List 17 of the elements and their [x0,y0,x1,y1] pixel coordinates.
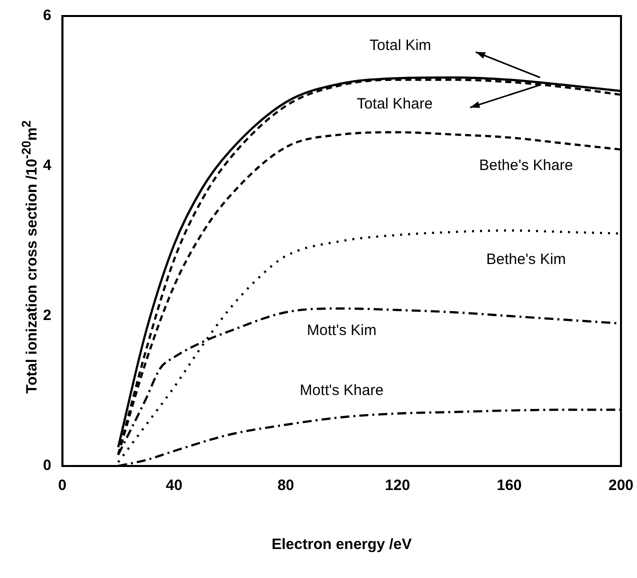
series-label: Total Kim [369,37,432,54]
x-tick-label: 0 [58,477,67,494]
series-label: Bethe's Kim [486,250,566,268]
x-axis-title: Electron energy /eV [272,536,412,554]
series-label: Bethe's Khare [479,157,573,174]
series-label: Mott's Khare [300,382,384,400]
x-tick-label: 120 [385,477,410,494]
series-label: Total Khare [356,96,433,113]
y-tick-label: 2 [43,307,52,324]
y-tick-label: 4 [43,157,52,174]
x-tick-label: 80 [277,477,294,494]
x-tick-label: 200 [608,477,634,494]
x-tick-label: 160 [496,477,522,494]
y-tick-label: 0 [43,457,52,474]
series-label: Mott's Kim [306,322,376,340]
y-tick-label: 6 [43,7,52,24]
x-tick-label: 40 [166,477,182,494]
